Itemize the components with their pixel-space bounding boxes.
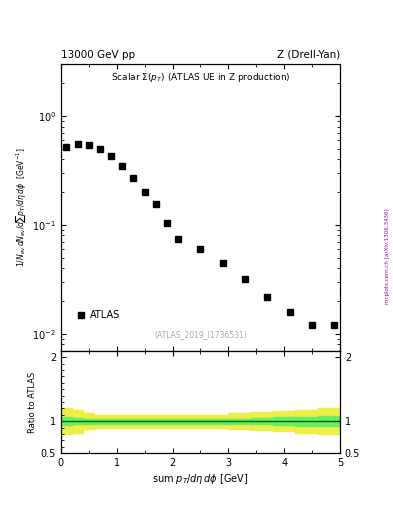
Text: Z (Drell-Yan): Z (Drell-Yan) bbox=[277, 50, 340, 60]
Text: Scalar $\Sigma(p_T)$ (ATLAS UE in Z production): Scalar $\Sigma(p_T)$ (ATLAS UE in Z prod… bbox=[111, 71, 290, 84]
X-axis label: sum $p_T/d\eta\,d\phi$ [GeV]: sum $p_T/d\eta\,d\phi$ [GeV] bbox=[152, 472, 249, 486]
Text: 13000 GeV pp: 13000 GeV pp bbox=[61, 50, 135, 60]
Y-axis label: Ratio to ATLAS: Ratio to ATLAS bbox=[28, 371, 37, 433]
Text: (ATLAS_2019_I1736531): (ATLAS_2019_I1736531) bbox=[154, 330, 247, 339]
Text: mcplots.cern.ch [arXiv:1306.3436]: mcplots.cern.ch [arXiv:1306.3436] bbox=[385, 208, 389, 304]
Y-axis label: $1/N_{ev}\,dN_{ev}/d\!\sum p_T/d\eta\,d\phi$  [GeV$^{-1}$]: $1/N_{ev}\,dN_{ev}/d\!\sum p_T/d\eta\,d\… bbox=[14, 147, 28, 267]
Legend: ATLAS: ATLAS bbox=[74, 307, 123, 323]
